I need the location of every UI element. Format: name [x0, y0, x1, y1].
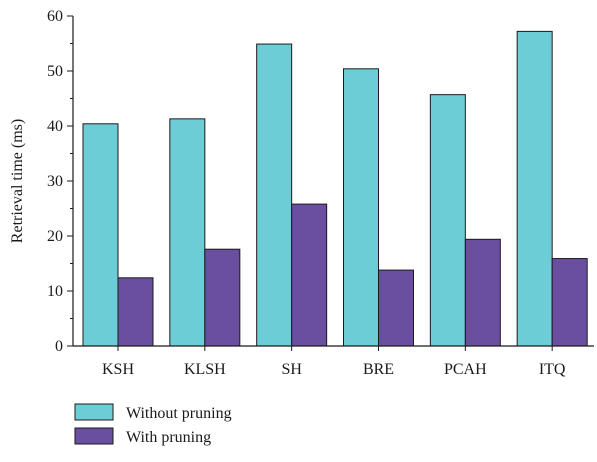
bar-pcah-with-pruning — [464, 238, 501, 347]
bar-bre-without-pruning — [343, 68, 379, 347]
x-tick-label-sh: SH — [281, 361, 302, 378]
y-axis-title: Retrieval time (ms) — [9, 119, 26, 243]
y-tick-label-10: 10 — [47, 283, 63, 300]
y-tick-label-30: 30 — [47, 173, 63, 190]
y-tick-label-50: 50 — [47, 63, 63, 80]
bar-sh-with-pruning — [291, 203, 328, 347]
legend: Without pruning With pruning — [74, 403, 232, 446]
x-tick-label-klsh: KLSH — [184, 361, 226, 378]
x-tick-label-bre: BRE — [363, 361, 394, 378]
bar-klsh-with-pruning — [204, 248, 241, 347]
bar-klsh-without-pruning — [169, 118, 206, 347]
y-tick-label-60: 60 — [47, 8, 63, 25]
bar-ksh-without-pruning — [82, 123, 119, 347]
legend-swatch-with-pruning — [74, 427, 114, 445]
legend-label-without-pruning: Without pruning — [126, 405, 232, 422]
bar-ksh-with-pruning — [117, 277, 154, 347]
x-tick-label-pcah: PCAH — [444, 361, 487, 378]
bar-itq-with-pruning — [551, 258, 588, 347]
y-tick-label-0: 0 — [55, 338, 63, 355]
axes-group: 0 10 20 30 40 50 60 KSH KLSH SH BRE PCAH ITQ — [47, 8, 594, 378]
legend-swatch-without-pruning — [74, 403, 114, 421]
bar-itq-without-pruning — [516, 30, 553, 347]
y-tick-label-40: 40 — [47, 118, 63, 135]
x-tick-label-itq: ITQ — [539, 361, 566, 378]
y-tick-label-20: 20 — [47, 228, 63, 245]
bar-bre-with-pruning — [378, 269, 414, 347]
legend-label-with-pruning: With pruning — [126, 429, 211, 446]
bar-pcah-without-pruning — [429, 94, 466, 347]
bars-group — [82, 30, 588, 347]
bar-sh-without-pruning — [256, 43, 293, 347]
x-tick-label-ksh: KSH — [102, 361, 134, 378]
